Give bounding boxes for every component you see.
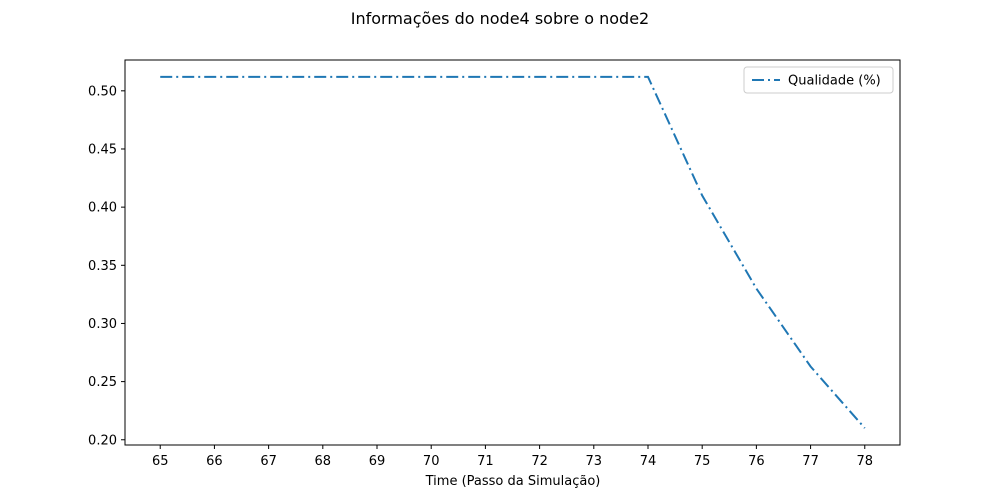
x-tick-label: 71: [477, 454, 494, 469]
y-tick-label: 0.45: [88, 142, 117, 157]
plot-area: 65 66 67 68 69 70 71 72 73 74 75 76 77 78 0.20 0.25 0.30…: [88, 59, 901, 469]
chart-title: Informações do node4 sobre o node2: [351, 9, 649, 28]
y-tick-label: 0.20: [88, 433, 117, 448]
x-tick-label: 78: [856, 454, 873, 469]
x-tick-label: 73: [586, 454, 603, 469]
y-tick-label: 0.25: [88, 375, 117, 390]
legend-label: Qualidade (%): [788, 74, 881, 89]
x-tick-label: 68: [315, 454, 332, 469]
x-tick-label: 70: [423, 454, 440, 469]
x-tick-label: 76: [748, 454, 765, 469]
series-line-0: [160, 75, 866, 429]
y-tick-label: 0.35: [88, 259, 117, 274]
x-tick-label: 75: [694, 454, 711, 469]
x-axis-label: Time (Passo da Simulação): [425, 474, 601, 489]
y-tick-label: 0.40: [88, 201, 117, 216]
legend-box: [743, 66, 894, 94]
x-tick-label: 67: [260, 454, 277, 469]
x-tick-label: 69: [369, 454, 386, 469]
plot-frame: [124, 59, 901, 446]
y-tick-label: 0.30: [88, 317, 117, 332]
x-tick-label: 66: [206, 454, 223, 469]
x-tick-label: 65: [152, 454, 169, 469]
x-tick-label: 72: [531, 454, 548, 469]
x-tick-label: 74: [640, 454, 657, 469]
x-tick-label: 77: [802, 454, 819, 469]
y-tick-label: 0.50: [88, 84, 117, 99]
